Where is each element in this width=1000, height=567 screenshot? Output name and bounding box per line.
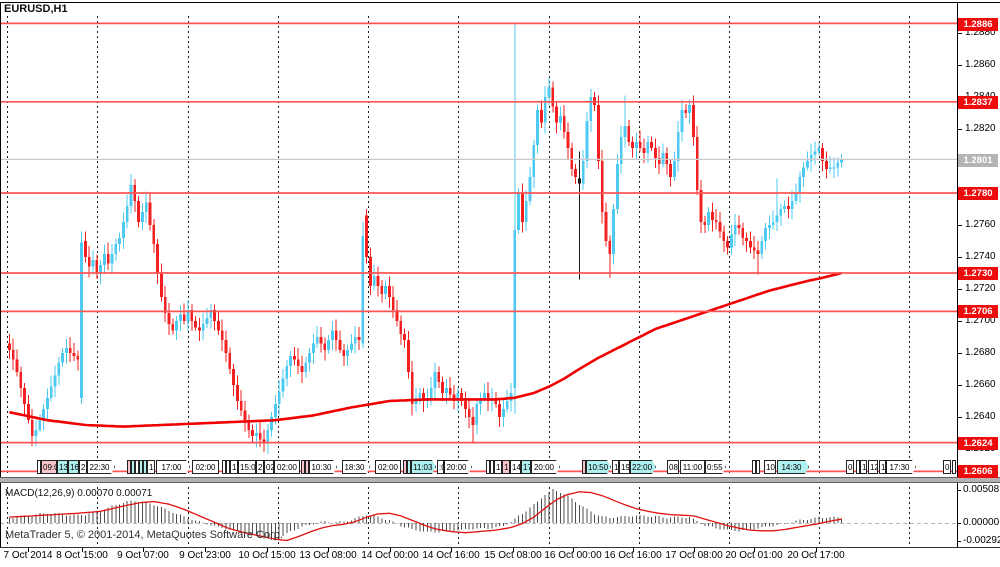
time-tag: 08	[667, 460, 679, 474]
price-tick-label: 1.2740	[965, 251, 996, 262]
time-axis-label: 7 Oct 2014	[3, 550, 53, 561]
time-tag: 16	[68, 460, 79, 474]
time-tag-sliver	[752, 460, 756, 474]
time-tag: 20:00	[531, 460, 560, 474]
time-axis-label: 15 Oct 08:00	[484, 550, 542, 561]
time-tag: 09:0	[41, 460, 57, 474]
price-tick-label: 1.2720	[965, 283, 996, 294]
time-tag-sliver	[135, 460, 139, 474]
time-tag-sliver	[952, 460, 956, 474]
time-tag-sliver	[143, 460, 147, 474]
time-tag: 02:00	[375, 460, 401, 474]
price-tick-label: 1.2660	[965, 379, 996, 390]
time-tag: 22:00	[630, 460, 656, 474]
time-axis-label: 20 Oct 17:00	[787, 550, 845, 561]
time-axis-label: 9 Oct 07:00	[117, 550, 169, 561]
time-tag: 0:55	[705, 460, 726, 474]
time-tag: 10:30	[309, 460, 337, 474]
time-tag: 17:30	[886, 460, 916, 474]
copyright-label: MetaTrader 5, © 2001-2014, MetaQuotes So…	[5, 529, 283, 541]
time-tag-sliver	[305, 460, 309, 474]
time-axis-label: 16 Oct 16:00	[604, 550, 662, 561]
symbol-timeframe-label: EURUSD,H1	[4, 3, 68, 15]
time-axis-label: 10 Oct 15:00	[238, 550, 296, 561]
time-tag: 0	[943, 460, 951, 474]
time-tag: 1	[502, 460, 510, 474]
time-tag: 10:50	[586, 460, 611, 474]
indicator-scale-label: -0.00292	[963, 535, 1000, 546]
time-tag: 15:0	[238, 460, 256, 474]
indicator-scale-label: 0.00000	[963, 517, 1000, 528]
price-tick-label: 1.2700	[965, 315, 996, 326]
time-axis-label: 16 Oct 00:00	[544, 550, 602, 561]
time-axis-label: 14 Oct 00:00	[361, 550, 419, 561]
time-tag: 12	[868, 460, 878, 474]
time-tag: 1	[612, 460, 619, 474]
price-tick-label: 1.2760	[965, 219, 996, 230]
time-tag: 19	[619, 460, 630, 474]
price-tick-label: 1.2880	[965, 27, 996, 38]
time-tag: 13	[57, 460, 68, 474]
price-level-label: 1.2886	[958, 17, 998, 31]
time-tag-sliver	[127, 460, 131, 474]
time-tag: 17	[521, 460, 531, 474]
time-tag-sliver	[486, 460, 490, 474]
price-tick-label: 1.2860	[965, 59, 996, 70]
price-level-label: 1.2624	[958, 436, 998, 450]
indicator-scale-label: 0.00508	[963, 484, 1000, 495]
time-axis-label: 13 Oct 08:00	[299, 550, 357, 561]
price-level-label: 1.2730	[958, 266, 998, 280]
time-axis-label: 14 Oct 16:00	[422, 550, 480, 561]
time-tag: 2	[79, 460, 87, 474]
time-tag-sliver	[139, 460, 143, 474]
time-tag-sliver	[226, 460, 230, 474]
time-tag: 1	[230, 460, 238, 474]
time-tag-sliver	[222, 460, 226, 474]
price-tick-label: 1.2820	[965, 123, 996, 134]
time-axis-label: 17 Oct 08:00	[665, 550, 723, 561]
time-tag: 10	[764, 460, 776, 474]
time-tag: 02	[264, 460, 274, 474]
price-tick-label: 1.2680	[965, 347, 996, 358]
price-level-label: 1.2837	[958, 95, 998, 109]
time-tag: 2	[256, 460, 264, 474]
price-level-label: 1.2606	[958, 464, 998, 478]
price-level-label: 1.2706	[958, 304, 998, 318]
price-level-label: 1.2780	[958, 186, 998, 200]
time-tag: 14	[510, 460, 521, 474]
time-tag: 02:00	[274, 460, 300, 474]
time-tag-sliver	[131, 460, 135, 474]
time-tag: 02:00	[192, 460, 219, 474]
time-tag-sliver	[756, 460, 760, 474]
current-price-label: 1.2801	[958, 153, 998, 167]
time-tag: 14:30	[777, 460, 809, 474]
time-tag: 17:00	[156, 460, 190, 474]
time-tag: 11:03	[411, 460, 436, 474]
time-tag-sliver	[407, 460, 411, 474]
time-tag: 1	[860, 460, 867, 474]
time-tag: 1	[147, 460, 155, 474]
indicator-label: MACD(12,26,9) 0.00070 0.00071	[5, 488, 153, 499]
time-tag: 11:00	[680, 460, 705, 474]
time-tag: 1	[494, 460, 502, 474]
time-axis-label: 9 Oct 23:00	[179, 550, 231, 561]
time-tag: 20:00	[444, 460, 472, 474]
time-tag-sliver	[301, 460, 305, 474]
time-tag-sliver	[582, 460, 586, 474]
time-tag-sliver	[37, 460, 41, 474]
time-tag-sliver	[403, 460, 407, 474]
time-axis-label: 20 Oct 01:00	[725, 550, 783, 561]
price-tick-label: 1.2640	[965, 411, 996, 422]
time-tag: :0	[437, 460, 444, 474]
time-tag: 1	[879, 460, 886, 474]
time-axis-label: 8 Oct 15:00	[56, 550, 108, 561]
time-tag-sliver	[490, 460, 494, 474]
time-tag-sliver	[856, 460, 860, 474]
time-tag: 0	[846, 460, 854, 474]
time-tag: 22:30	[87, 460, 115, 474]
time-tag: 18:30	[342, 460, 370, 474]
